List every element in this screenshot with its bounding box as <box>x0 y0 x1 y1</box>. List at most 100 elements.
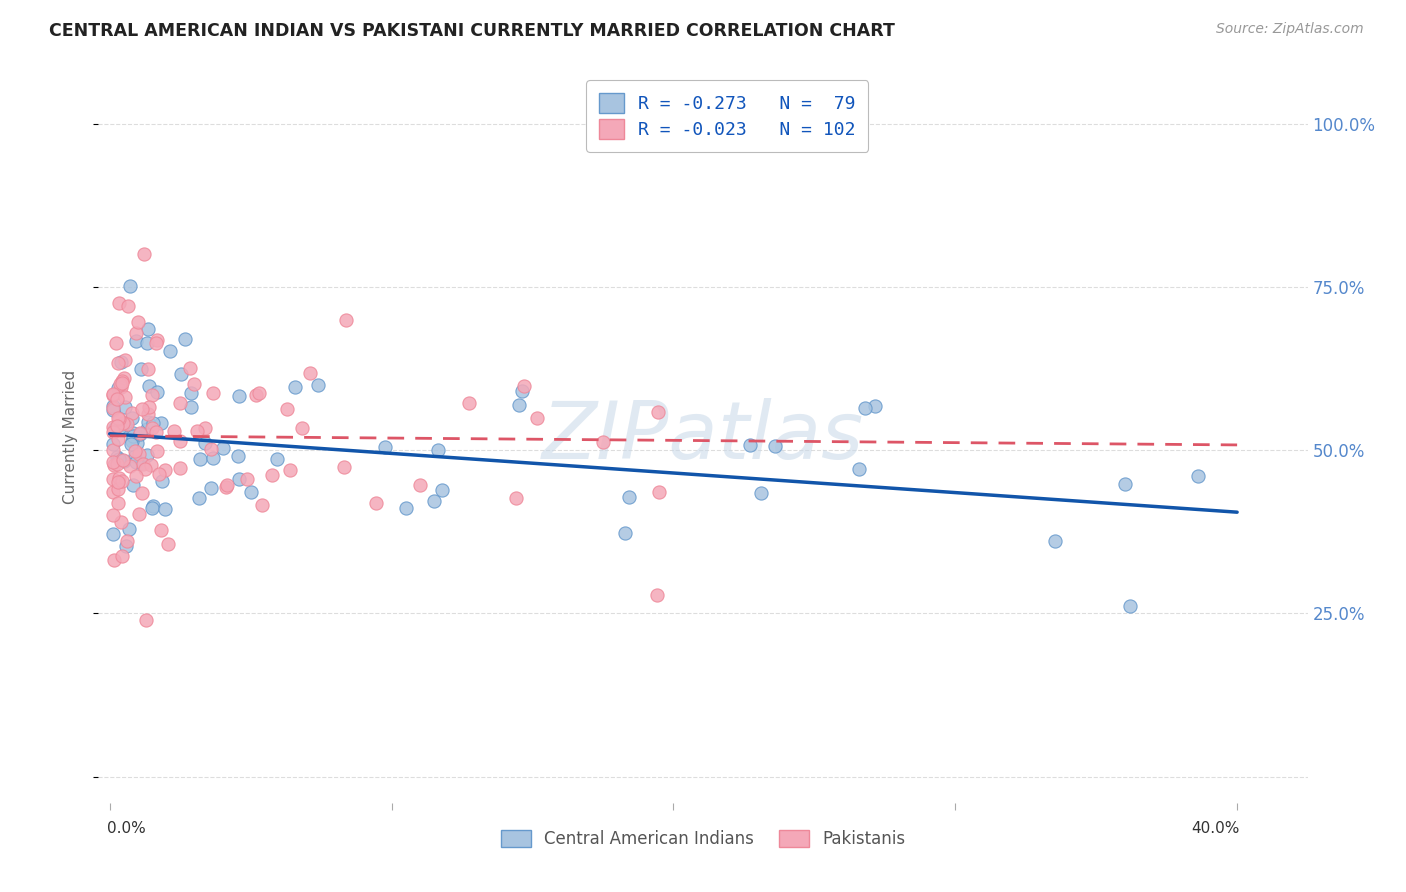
Point <box>101 387 124 401</box>
Point <box>260 468 283 483</box>
Point <box>153 502 176 516</box>
Point <box>112 453 135 467</box>
Point <box>228 389 250 403</box>
Point <box>128 507 150 521</box>
Point <box>169 434 191 448</box>
Point <box>179 361 201 376</box>
Point <box>408 478 430 492</box>
Point <box>458 395 481 409</box>
Point <box>115 417 138 431</box>
Point <box>613 526 636 541</box>
Point <box>149 416 172 430</box>
Point <box>103 458 125 472</box>
Point <box>111 549 134 564</box>
Point <box>333 460 356 475</box>
Point <box>853 401 876 415</box>
Point <box>114 390 136 404</box>
Point <box>101 387 124 401</box>
Point <box>136 335 159 350</box>
Point <box>146 444 169 458</box>
Point <box>145 385 167 400</box>
Point <box>508 398 530 412</box>
Point <box>1119 599 1142 613</box>
Point <box>129 362 152 376</box>
Point <box>188 451 211 466</box>
Point <box>103 553 125 567</box>
Point <box>108 376 131 391</box>
Point <box>111 417 134 431</box>
Point <box>180 386 202 401</box>
Point <box>145 336 167 351</box>
Point <box>647 485 669 500</box>
Point <box>284 380 307 394</box>
Point <box>125 455 148 469</box>
Point <box>101 403 124 417</box>
Point <box>146 333 169 347</box>
Point <box>105 335 128 350</box>
Point <box>180 401 202 415</box>
Point <box>107 432 129 446</box>
Point <box>142 499 165 513</box>
Point <box>863 400 886 414</box>
Point <box>111 374 134 388</box>
Point <box>125 469 148 483</box>
Point <box>240 485 263 500</box>
Point <box>121 406 143 420</box>
Text: Source: ZipAtlas.com: Source: ZipAtlas.com <box>1216 22 1364 37</box>
Point <box>101 443 124 458</box>
Legend: Central American Indians, Pakistanis: Central American Indians, Pakistanis <box>492 822 914 856</box>
Point <box>186 424 208 438</box>
Point <box>169 396 191 410</box>
Point <box>101 437 124 451</box>
Point <box>200 442 222 456</box>
Point <box>101 484 124 499</box>
Point <box>526 411 548 425</box>
Point <box>135 613 157 627</box>
Point <box>212 441 235 455</box>
Point <box>201 450 224 465</box>
Point <box>114 417 136 432</box>
Point <box>122 426 145 441</box>
Point <box>141 458 163 472</box>
Point <box>136 407 159 421</box>
Point <box>118 458 141 473</box>
Point <box>111 376 134 391</box>
Point <box>105 419 128 434</box>
Point <box>125 435 148 450</box>
Point <box>120 437 142 451</box>
Point <box>105 392 128 406</box>
Point <box>118 522 141 536</box>
Point <box>848 462 870 476</box>
Point <box>138 379 160 393</box>
Point <box>738 438 761 452</box>
Point <box>138 400 160 414</box>
Point <box>194 421 217 435</box>
Point <box>592 435 614 450</box>
Point <box>131 401 153 416</box>
Point <box>121 434 143 449</box>
Point <box>335 313 357 327</box>
Point <box>252 498 274 512</box>
Point <box>107 451 129 466</box>
Point <box>169 461 191 475</box>
Point <box>101 527 124 541</box>
Point <box>110 355 132 369</box>
Point <box>101 425 124 440</box>
Point <box>107 295 129 310</box>
Point <box>291 421 314 435</box>
Point <box>153 463 176 477</box>
Point <box>112 453 135 467</box>
Point <box>128 447 150 461</box>
Point <box>107 450 129 464</box>
Point <box>107 411 129 425</box>
Point <box>266 452 288 467</box>
Text: 40.0%: 40.0% <box>1191 822 1240 837</box>
Point <box>110 515 132 529</box>
Point <box>132 457 155 471</box>
Point <box>128 426 150 441</box>
Point <box>101 399 124 413</box>
Point <box>1187 469 1209 483</box>
Point <box>115 533 138 548</box>
Point <box>115 540 138 554</box>
Point <box>125 334 148 348</box>
